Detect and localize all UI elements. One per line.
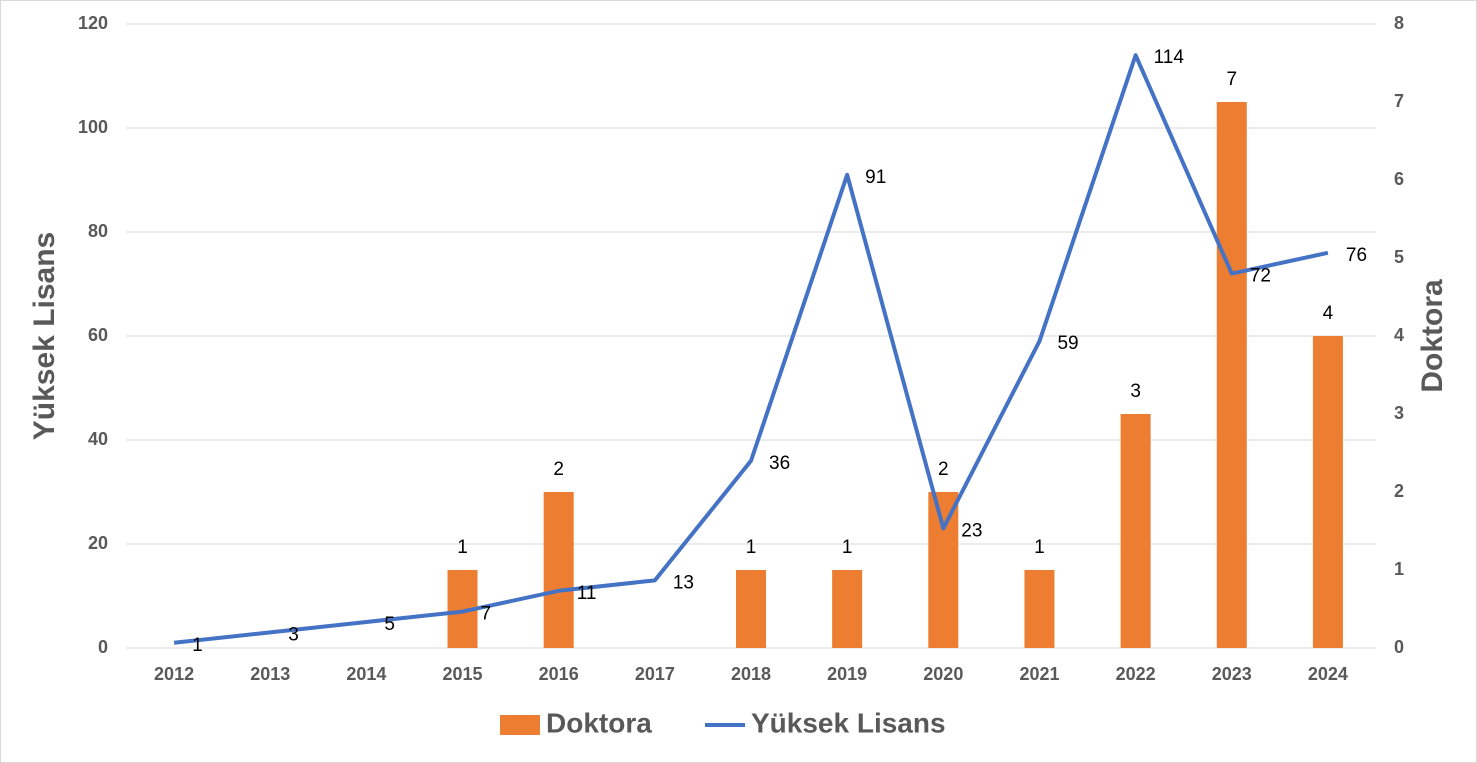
y2-tick-label: 4 — [1394, 325, 1404, 345]
x-tick-label: 2020 — [923, 664, 963, 684]
data-label: 3 — [1130, 381, 1141, 402]
data-label: 114 — [1154, 47, 1185, 68]
y2-tick-label: 1 — [1394, 559, 1404, 579]
data-label: 5 — [384, 614, 395, 635]
data-label: 2 — [938, 459, 949, 480]
x-tick-label: 2015 — [443, 664, 483, 684]
data-label: 1 — [1034, 537, 1045, 558]
bar — [736, 570, 766, 648]
bar — [1024, 570, 1055, 648]
data-label: 59 — [1057, 333, 1078, 354]
y-tick-label: 0 — [98, 637, 108, 657]
x-tick-label: 2018 — [731, 664, 771, 684]
y2-tick-label: 0 — [1394, 637, 1404, 657]
data-label: 3 — [288, 624, 299, 645]
legend-label: Doktora — [546, 707, 652, 738]
y-tick-label: 20 — [88, 533, 108, 553]
y2-tick-label: 6 — [1394, 169, 1404, 189]
y2-axis-title: Doktora — [1416, 279, 1449, 393]
data-label: 1 — [746, 537, 757, 558]
y-axis-title: Yüksek Lisans — [28, 232, 61, 440]
y-tick-label: 40 — [88, 429, 108, 449]
data-label: 36 — [769, 453, 790, 474]
data-label: 76 — [1346, 245, 1367, 266]
y-tick-label: 120 — [78, 13, 108, 33]
data-label: 23 — [961, 520, 982, 541]
y-tick-label: 80 — [88, 221, 108, 241]
x-tick-label: 2014 — [346, 664, 386, 684]
y2-tick-label: 2 — [1394, 481, 1404, 501]
line — [173, 53, 1329, 645]
y2-tick-label: 8 — [1394, 13, 1404, 33]
y2-tick-label: 7 — [1394, 91, 1404, 111]
legend-swatch — [500, 715, 540, 735]
data-label: 11 — [577, 583, 597, 604]
x-tick-label: 2013 — [250, 664, 290, 684]
bar — [1216, 102, 1247, 648]
data-label: 1 — [192, 635, 203, 656]
data-label: 7 — [1226, 69, 1237, 90]
bar — [928, 492, 959, 648]
x-tick-label: 2017 — [635, 664, 675, 684]
bar — [832, 570, 863, 648]
x-tick-label: 2016 — [539, 664, 579, 684]
y-tick-label: 60 — [88, 325, 108, 345]
x-tick-label: 2012 — [154, 664, 194, 684]
y2-tick-label: 5 — [1394, 247, 1404, 267]
data-label: 72 — [1250, 266, 1271, 287]
data-label: 7 — [481, 604, 492, 625]
y2-tick-label: 3 — [1394, 403, 1404, 423]
x-tick-label: 2021 — [1019, 664, 1059, 684]
x-tick-label: 2022 — [1116, 664, 1156, 684]
data-label: 2 — [553, 459, 564, 480]
legend-label: Yüksek Lisans — [751, 707, 946, 738]
bar — [1120, 414, 1151, 648]
data-label: 13 — [673, 572, 694, 593]
x-tick-label: 2023 — [1212, 664, 1252, 684]
data-label: 1 — [842, 537, 853, 558]
bar — [1312, 336, 1343, 648]
data-label: 91 — [865, 167, 886, 188]
y-tick-label: 100 — [78, 117, 108, 137]
data-label: 1 — [457, 537, 468, 558]
x-tick-label: 2024 — [1308, 664, 1348, 684]
x-tick-label: 2019 — [827, 664, 867, 684]
bar — [543, 492, 574, 648]
data-label: 4 — [1323, 303, 1334, 324]
